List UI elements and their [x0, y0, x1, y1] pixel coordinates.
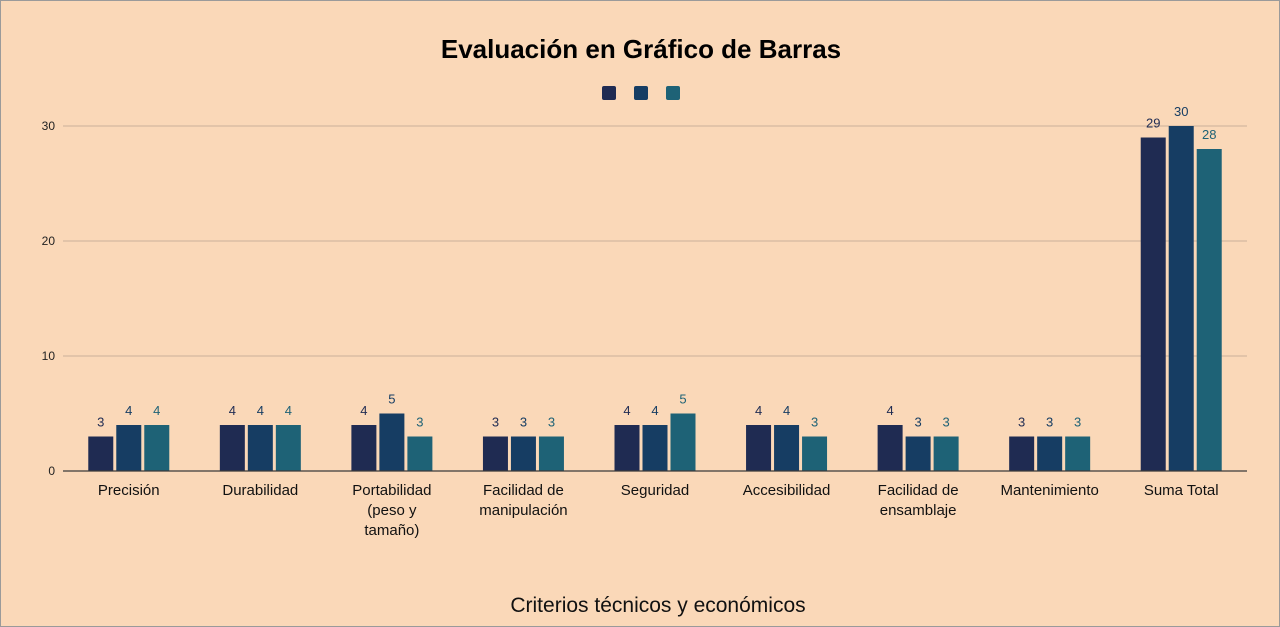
bar: [614, 425, 640, 471]
x-category-label: Mantenimiento: [1000, 482, 1098, 499]
gridlines: [63, 125, 1247, 357]
bar: [88, 436, 114, 471]
bar: [144, 425, 170, 471]
legend-swatch: [666, 86, 680, 100]
bar: [1009, 436, 1035, 471]
bar: [275, 425, 301, 471]
bar-value-label: 5: [388, 392, 395, 407]
bar: [407, 436, 433, 471]
bar-value-label: 4: [257, 403, 264, 418]
bar-value-label: 4: [360, 403, 367, 418]
x-category-label: Facilidad de ensamblaje: [878, 482, 959, 519]
bar-value-label: 5: [679, 392, 686, 407]
bar-value-label: 4: [153, 403, 160, 418]
y-tick-label: 0: [48, 464, 55, 478]
legend: [602, 86, 680, 100]
bar-value-label: 29: [1146, 116, 1160, 131]
bar-value-label: 3: [1046, 415, 1053, 430]
bar-value-label: 4: [783, 403, 790, 418]
bar: [933, 436, 959, 471]
bar: [746, 425, 772, 471]
bar-value-label: 3: [492, 415, 499, 430]
bar-value-label: 3: [520, 415, 527, 430]
x-axis-title: Criterios técnicos y económicos: [510, 594, 805, 617]
bar: [116, 425, 142, 471]
bar: [219, 425, 245, 471]
bar: [802, 436, 828, 471]
data-labels: 3 4 4 4 4 4 4 5 3 3 3 3 4 4 5 4 4 3 4 3 3 3 3 3 29 30 28: [97, 104, 1216, 430]
bar-value-label: 3: [942, 415, 949, 430]
bar-value-label: 3: [811, 415, 818, 430]
bar-value-label: 30: [1174, 104, 1188, 119]
bar-value-label: 4: [285, 403, 292, 418]
chart-title: Evaluación en Gráfico de Barras: [441, 34, 841, 64]
bar-value-label: 4: [623, 403, 630, 418]
bar-value-label: 3: [1018, 415, 1025, 430]
bar: [247, 425, 273, 471]
bar: [482, 436, 508, 471]
bar: [877, 425, 903, 471]
legend-swatch: [634, 86, 648, 100]
bar: [1196, 149, 1222, 471]
x-category-label: Durabilidad: [222, 482, 298, 499]
bar: [1140, 137, 1166, 471]
x-category-label: Precisión: [98, 482, 160, 499]
bar-value-label: 3: [1074, 415, 1081, 430]
legend-swatch: [602, 86, 616, 100]
y-tick-label: 10: [42, 349, 56, 363]
bar-value-label: 4: [229, 403, 236, 418]
bar: [905, 436, 931, 471]
bar-value-label: 28: [1202, 127, 1216, 142]
bar-value-label: 3: [914, 415, 921, 430]
bar: [379, 413, 405, 471]
x-category-label: Facilidad de manipulación: [479, 482, 567, 519]
bar-value-label: 3: [97, 415, 104, 430]
bar: [510, 436, 536, 471]
bar-value-label: 3: [416, 415, 423, 430]
bar: [1037, 436, 1063, 471]
y-tick-label: 20: [42, 234, 56, 248]
x-category-label: Suma Total: [1144, 482, 1219, 499]
bar-value-label: 4: [125, 403, 132, 418]
bar: [1065, 436, 1091, 471]
bar: [642, 425, 668, 471]
y-axis-ticks: 0 10 20 30: [42, 119, 56, 478]
bar: [538, 436, 564, 471]
bar: [351, 425, 377, 471]
bar-value-label: 4: [886, 403, 893, 418]
bar: [670, 413, 696, 471]
y-tick-label: 30: [42, 119, 56, 133]
x-category-label: Portabilidad (peso y tamaño): [352, 482, 431, 539]
bar: [774, 425, 800, 471]
bars: [88, 126, 1222, 471]
x-category-label: Seguridad: [621, 482, 689, 499]
bar: [1168, 126, 1194, 471]
bar-value-label: 4: [651, 403, 658, 418]
x-category-label: Accesibilidad: [743, 482, 831, 499]
bar-value-label: 3: [548, 415, 555, 430]
bar-value-label: 4: [755, 403, 762, 418]
